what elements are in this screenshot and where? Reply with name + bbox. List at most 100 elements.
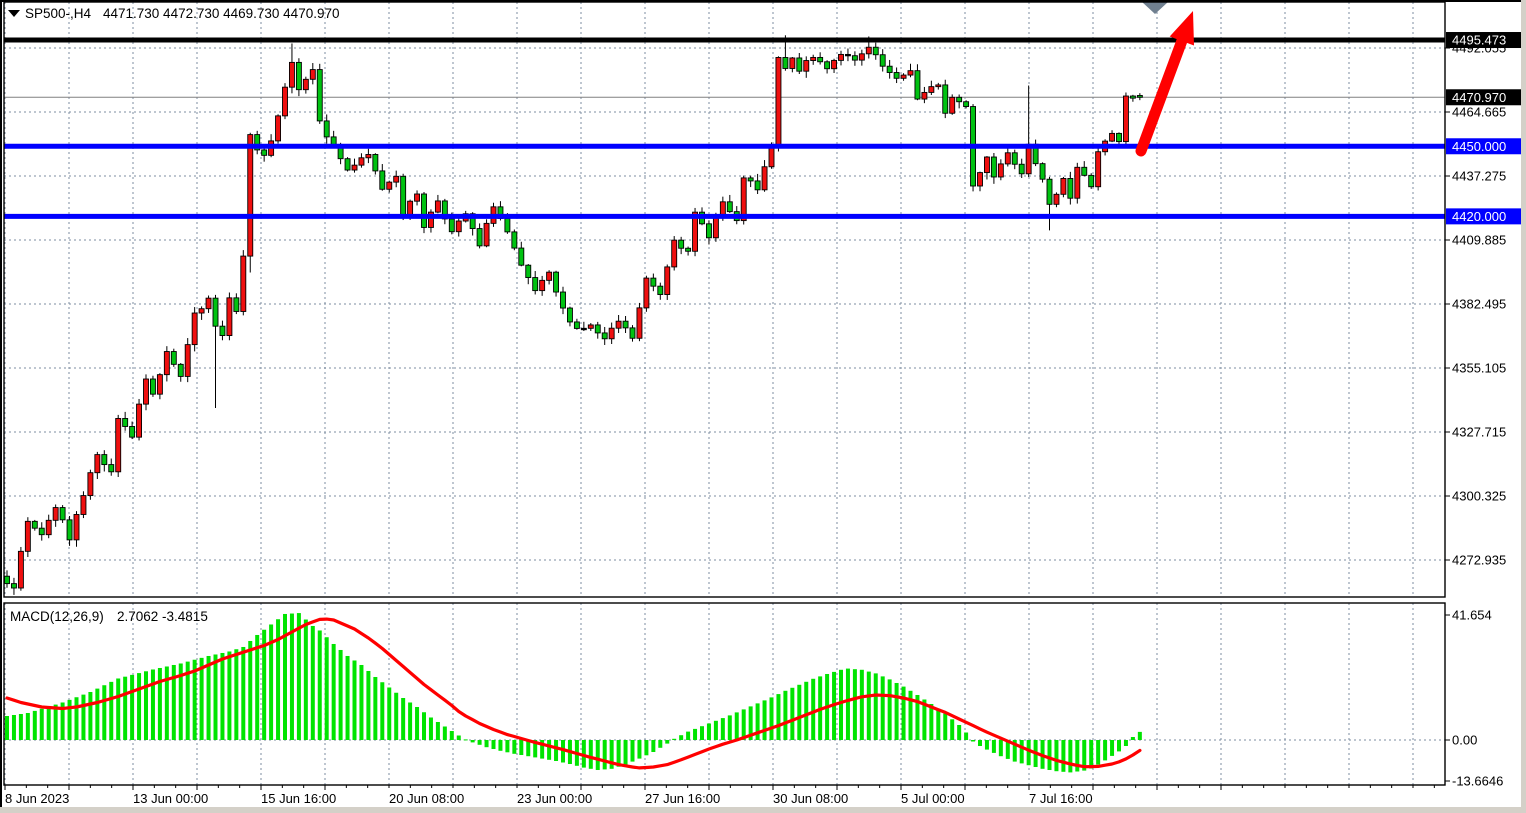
- macd-histogram-bar: [46, 706, 51, 740]
- trend-arrow-shaft[interactable]: [1135, 35, 1188, 157]
- candle-body: [108, 464, 115, 473]
- macd-histogram-bar: [289, 613, 294, 740]
- candle-body: [984, 156, 990, 174]
- macd-histogram-bar: [998, 740, 1003, 757]
- candle-body: [344, 158, 351, 171]
- macd-histogram-bar: [679, 735, 684, 740]
- candle-body: [851, 55, 858, 61]
- macd-histogram-bar: [804, 681, 809, 740]
- macd-histogram-bar: [1117, 740, 1121, 752]
- candle-body: [136, 403, 143, 438]
- macd-histogram-bar: [192, 659, 197, 740]
- candle-body: [858, 53, 865, 61]
- macd-histogram-bar: [401, 697, 406, 740]
- candle-body: [914, 70, 921, 100]
- macd-histogram-bar: [554, 740, 559, 762]
- macd-histogram-bar: [908, 690, 913, 740]
- macd-histogram-bar: [213, 654, 218, 740]
- candle-body: [1116, 132, 1122, 143]
- candle-body: [1046, 178, 1053, 205]
- candle-body: [831, 59, 837, 70]
- macd-histogram-bar: [380, 682, 385, 740]
- candle-body: [101, 454, 108, 466]
- macd-histogram-bar: [296, 613, 301, 740]
- price-axis-label: 4382.495: [1452, 297, 1506, 312]
- candle-body: [282, 86, 288, 117]
- candle-body: [845, 53, 851, 57]
- macd-histogram-bar: [373, 676, 378, 740]
- macd-histogram-bar: [665, 740, 670, 744]
- macd-histogram-bar: [283, 613, 287, 740]
- candle-body: [73, 514, 80, 541]
- price-axis-label: 4409.885: [1452, 233, 1506, 248]
- candle-body: [706, 223, 712, 239]
- macd-histogram-bar: [581, 740, 586, 768]
- candle-body: [1122, 95, 1129, 143]
- macd-histogram-bar: [595, 740, 600, 771]
- symbol-dropdown-icon[interactable]: [8, 10, 20, 17]
- candle-body: [455, 220, 462, 233]
- macd-histogram-bar: [811, 678, 816, 740]
- candle-body: [205, 297, 212, 310]
- candle-body: [1081, 166, 1088, 176]
- macd-histogram-bar: [957, 724, 962, 740]
- macd-histogram-bar: [1103, 740, 1108, 761]
- candle-body: [170, 351, 177, 365]
- macd-histogram-bar: [491, 740, 496, 750]
- macd-histogram-bar: [1068, 740, 1073, 773]
- macd-histogram-bar: [11, 714, 16, 740]
- macd-indicator-values: 2.7062 -3.4815: [117, 609, 208, 624]
- candle-body: [261, 149, 268, 156]
- candle-body: [1039, 163, 1046, 180]
- macd-histogram-bar: [950, 719, 955, 740]
- candle-body: [400, 175, 407, 217]
- macd-histogram-bar: [887, 679, 892, 740]
- candle-body: [191, 312, 198, 346]
- price-axis-label: 4300.325: [1452, 489, 1506, 504]
- candle-body: [838, 53, 844, 61]
- macd-histogram-bar: [449, 730, 454, 740]
- macd-histogram-bar: [1012, 740, 1017, 762]
- macd-histogram-bar: [588, 740, 593, 769]
- candle-body: [80, 495, 87, 515]
- candle-body: [365, 154, 372, 159]
- macd-histogram-bar: [540, 740, 545, 759]
- macd-histogram-bar: [602, 740, 607, 770]
- macd-histogram-bar: [797, 684, 802, 740]
- candle-body: [824, 61, 831, 70]
- macd-histogram-bar: [18, 713, 23, 740]
- macd-histogram-bar: [456, 735, 461, 740]
- candle-body: [163, 351, 170, 376]
- candle-body: [775, 57, 782, 147]
- macd-histogram-bar: [164, 666, 169, 740]
- candle-body: [302, 78, 309, 91]
- down-triangle-marker-icon[interactable]: [1142, 2, 1168, 14]
- candle-body: [928, 86, 935, 93]
- candle-body: [525, 264, 532, 279]
- candle-body: [511, 231, 518, 249]
- candle-body: [587, 324, 594, 329]
- candle-body: [407, 200, 414, 217]
- macd-histogram-bar: [498, 740, 503, 751]
- macd-histogram-bar: [1026, 740, 1031, 766]
- macd-histogram-bar: [137, 673, 142, 740]
- candle-body: [372, 154, 379, 172]
- time-axis-label: 5 Jul 00:00: [901, 791, 965, 806]
- macd-histogram-bar: [470, 740, 475, 743]
- candle-body: [358, 157, 365, 166]
- candle-body: [1129, 95, 1136, 99]
- ohlc-values-label: 4471.730 4472.730 4469.730 4470.970: [103, 6, 339, 21]
- candle-body: [879, 54, 886, 67]
- macd-histogram-bar: [769, 697, 774, 740]
- time-axis-label: 23 Jun 00:00: [517, 791, 592, 806]
- candle-body: [935, 84, 942, 88]
- candle-body: [226, 297, 233, 337]
- candle-body: [580, 327, 587, 331]
- macd-histogram-bar: [776, 694, 781, 740]
- macd-histogram-bar: [873, 673, 878, 740]
- trend-arrow-head[interactable]: [1169, 11, 1194, 46]
- price-axis-label: 4437.275: [1452, 169, 1506, 184]
- candle-body: [636, 307, 643, 339]
